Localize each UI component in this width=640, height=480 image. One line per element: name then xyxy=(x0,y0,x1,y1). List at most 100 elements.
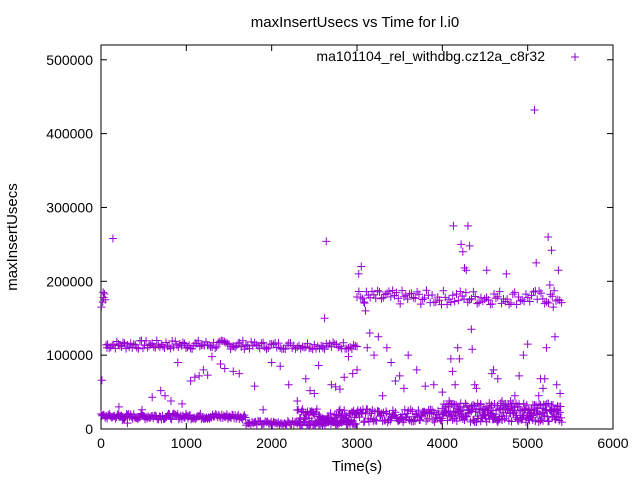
data-point xyxy=(398,286,407,295)
data-point xyxy=(556,402,565,411)
data-point xyxy=(374,332,383,341)
data-point xyxy=(530,105,539,114)
data-point xyxy=(373,286,382,295)
data-point xyxy=(308,345,317,354)
data-point xyxy=(264,344,273,353)
data-point xyxy=(357,262,366,271)
data-point xyxy=(525,416,534,425)
x-tick-label: 5000 xyxy=(512,435,543,451)
data-point xyxy=(469,400,478,409)
data-point xyxy=(428,290,437,299)
data-point xyxy=(407,289,416,298)
data-point xyxy=(247,337,256,346)
data-point xyxy=(441,293,450,302)
data-point xyxy=(173,358,182,367)
data-point xyxy=(448,291,457,300)
data-point xyxy=(301,374,310,383)
legend-marker-glyph xyxy=(571,53,579,61)
data-point xyxy=(335,342,344,351)
data-point xyxy=(505,300,514,309)
data-point xyxy=(310,340,319,349)
data-point xyxy=(353,365,361,374)
data-points xyxy=(97,105,566,430)
data-point xyxy=(353,342,361,351)
data-point xyxy=(203,371,212,380)
data-point xyxy=(518,295,527,304)
data-point xyxy=(516,296,525,305)
data-point xyxy=(469,287,478,296)
data-point xyxy=(527,405,536,414)
data-point xyxy=(343,417,352,426)
data-point xyxy=(97,303,106,312)
data-point xyxy=(276,344,285,353)
data-point xyxy=(523,340,532,349)
data-point xyxy=(274,339,283,348)
data-point xyxy=(502,269,511,278)
data-point xyxy=(510,391,519,400)
data-point xyxy=(348,369,357,378)
data-point xyxy=(417,412,426,421)
data-point xyxy=(443,300,452,309)
x-tick-label: 3000 xyxy=(341,435,372,451)
data-point xyxy=(458,247,467,256)
data-point xyxy=(255,344,264,353)
x-tick-label: 4000 xyxy=(427,435,458,451)
data-point xyxy=(171,410,180,419)
data-point xyxy=(453,404,462,413)
data-point xyxy=(418,295,427,304)
data-point xyxy=(314,361,323,370)
data-point xyxy=(377,294,386,303)
data-point xyxy=(535,400,544,409)
data-point xyxy=(401,291,410,300)
data-point xyxy=(460,264,469,273)
data-point xyxy=(451,380,460,389)
data-point xyxy=(449,407,458,416)
data-point xyxy=(305,414,314,423)
data-point xyxy=(469,415,478,424)
data-point xyxy=(525,406,534,415)
data-point xyxy=(276,362,285,371)
data-point xyxy=(327,380,336,389)
legend-label: ma101104_rel_withdbg.cz12a_c8r32 xyxy=(316,48,545,64)
data-point xyxy=(455,354,464,363)
data-point xyxy=(493,374,502,383)
x-axis-label: Time(s) xyxy=(332,458,382,475)
data-point xyxy=(384,287,393,296)
data-point xyxy=(484,296,493,305)
data-point xyxy=(414,406,423,415)
data-point xyxy=(401,413,410,422)
data-point xyxy=(556,389,565,398)
data-point xyxy=(435,296,444,305)
data-point xyxy=(462,412,471,421)
data-point xyxy=(323,341,332,350)
data-point xyxy=(465,406,474,415)
data-point xyxy=(378,391,387,400)
data-point xyxy=(322,237,331,246)
data-point xyxy=(487,369,496,378)
data-point xyxy=(510,288,519,297)
data-point xyxy=(544,233,553,241)
data-point xyxy=(216,360,225,369)
data-point xyxy=(284,380,293,389)
data-point xyxy=(194,336,203,345)
data-point xyxy=(408,407,417,416)
data-point xyxy=(329,338,338,347)
data-point xyxy=(540,299,549,308)
data-point xyxy=(205,414,214,423)
x-axis: 0 1000 2000 3000 4000 5000 6000 xyxy=(97,45,629,451)
data-point xyxy=(434,410,443,419)
data-point xyxy=(242,340,251,349)
data-point xyxy=(521,290,530,299)
data-point xyxy=(281,345,290,354)
data-point xyxy=(545,281,554,289)
data-point xyxy=(333,417,342,426)
data-point xyxy=(548,401,557,410)
data-point xyxy=(354,269,363,278)
data-point xyxy=(457,240,466,249)
data-point xyxy=(527,291,536,300)
data-point xyxy=(358,408,367,417)
data-point xyxy=(512,411,521,420)
data-point xyxy=(361,306,370,315)
data-point xyxy=(472,384,481,393)
data-point xyxy=(403,295,412,304)
